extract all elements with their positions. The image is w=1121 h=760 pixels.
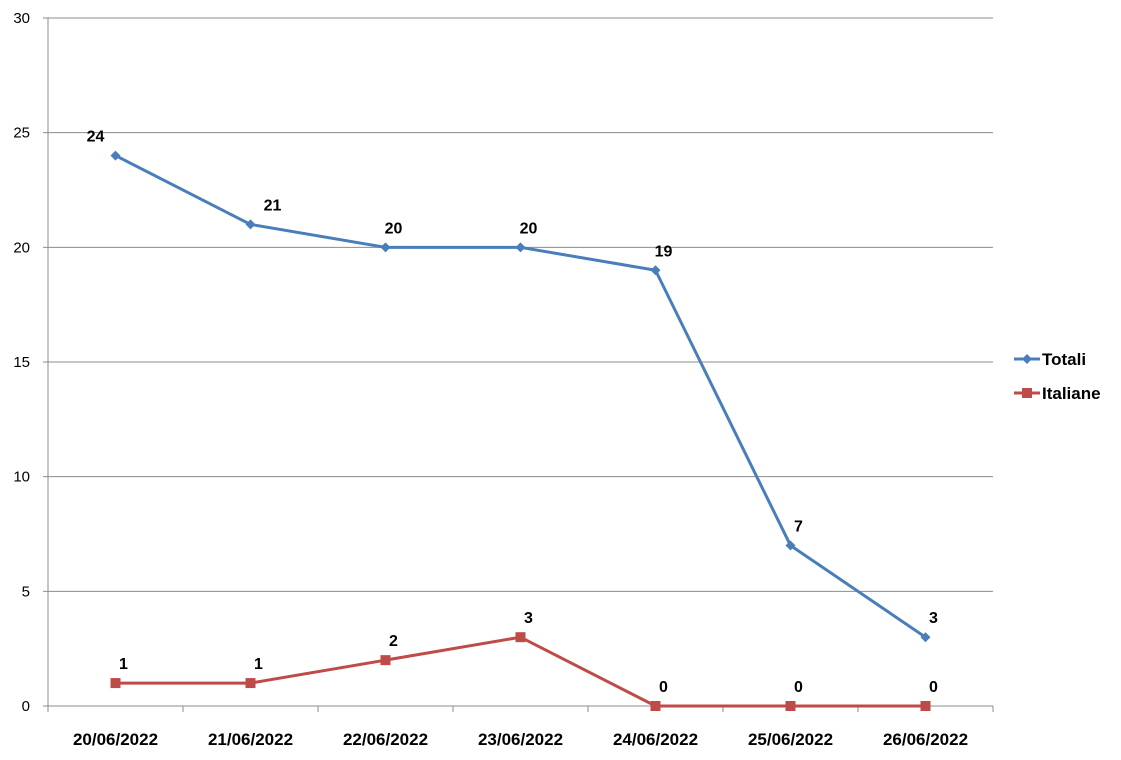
data-point-diamond [650,265,661,276]
data-point-diamond [785,540,796,551]
y-tick-label: 10 [13,469,30,486]
x-tick-label: 23/06/2022 [478,730,563,749]
data-point-square [1022,388,1032,398]
y-axis-tick-labels: 0 5 10 15 20 25 30 [13,10,30,715]
data-label: 7 [794,518,803,535]
y-tick-label: 20 [13,239,30,256]
data-label: 3 [929,610,938,627]
data-point-diamond [920,632,931,643]
series-layer [110,150,931,711]
data-point-diamond [110,150,121,161]
x-axis-tick-labels: 20/06/2022 21/06/2022 22/06/2022 23/06/2022… [73,730,968,749]
data-label: 21 [264,197,282,214]
x-tick-label: 21/06/2022 [208,730,293,749]
data-point-square [110,678,121,689]
series-line [115,635,926,708]
y-tick-label: 25 [13,125,30,142]
data-point-square [785,701,796,711]
data-point-square [650,701,661,711]
y-tick-label: 15 [13,354,30,371]
y-tick-label: 0 [22,698,30,715]
data-point-diamond [245,219,256,230]
data-labels: 24 21 20 20 19 7 3 1 1 2 3 0 0 0 [87,129,938,696]
y-tick-label: 30 [13,10,30,27]
x-tick-label: 24/06/2022 [613,730,698,749]
data-point-square [920,701,931,711]
data-label: 20 [520,220,538,237]
data-point-diamond [1022,354,1032,364]
data-label: 0 [659,679,668,696]
data-point-square [515,632,526,643]
legend: Totali Italiane [1014,350,1101,403]
data-label: 1 [254,656,263,673]
y-tick-label: 5 [22,583,30,600]
data-label: 20 [385,220,403,237]
data-point-square [245,678,256,689]
legend-label: Italiane [1042,384,1101,403]
data-label: 0 [794,679,803,696]
data-label: 19 [655,243,673,260]
x-tick-label: 25/06/2022 [748,730,833,749]
data-point-diamond [380,242,391,253]
legend-item-italiane: Italiane [1014,384,1101,403]
x-tick-label: 22/06/2022 [343,730,428,749]
data-label: 2 [389,633,398,650]
data-label: 1 [119,656,128,673]
legend-label: Totali [1042,350,1086,369]
series-italiane [110,632,931,711]
data-label: 0 [929,679,938,696]
axes [43,17,994,712]
series-totali [110,150,931,643]
data-label: 24 [87,129,105,146]
data-point-square [380,655,391,666]
x-tick-label: 20/06/2022 [73,730,158,749]
data-label: 3 [524,610,533,627]
data-point-diamond [515,242,526,253]
legend-item-totali: Totali [1014,350,1086,369]
gridlines [48,17,993,592]
x-tick-label: 26/06/2022 [883,730,968,749]
